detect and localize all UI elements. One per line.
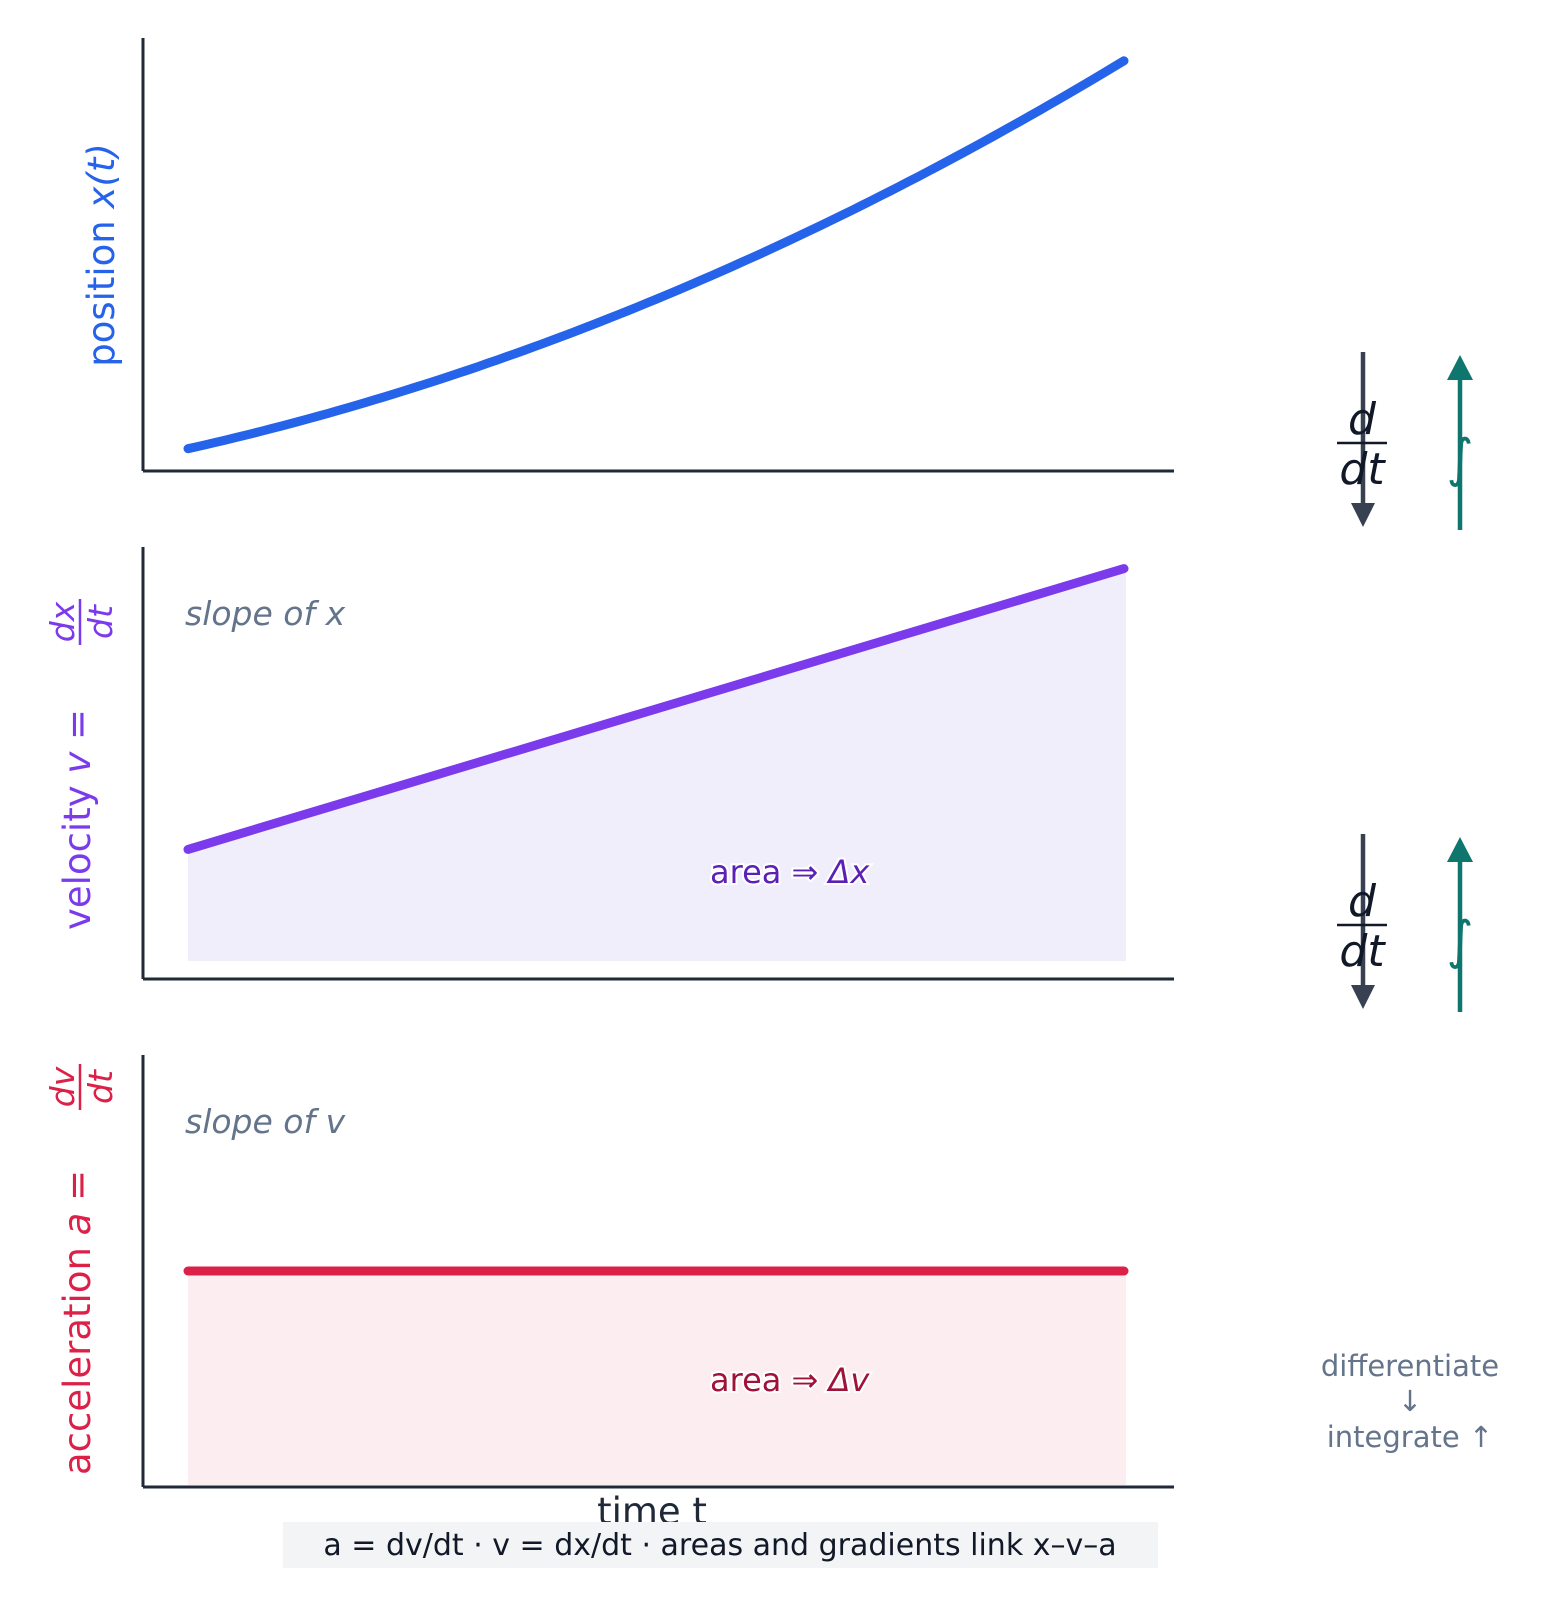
velocity-ylabel-num: dx xyxy=(43,601,82,642)
legend-integrate: integrate ↑ xyxy=(1327,1420,1493,1454)
acceleration-ylabel: acceleration a = dv dt xyxy=(43,1064,120,1475)
acceleration-ylabel-den: dt xyxy=(81,1069,120,1104)
acceleration-panel: slope of v area ⇒ Δv acceleration a = dv… xyxy=(43,1055,1174,1533)
velocity-panel: slope of x area ⇒ Δx velocity v = dx dt xyxy=(43,547,1174,981)
acceleration-ylabel-num: dv xyxy=(43,1066,82,1107)
acceleration-ylabel-main: acceleration a = xyxy=(56,1170,99,1475)
legend-down-arrow: ↓ xyxy=(1398,1384,1422,1418)
velocity-ylabel-var: v = xyxy=(56,709,99,774)
position-ylabel-text: position xyxy=(80,208,123,366)
derivative-operator-den-upper: dt xyxy=(1339,444,1386,495)
operator-legend: differentiate ↓ integrate ↑ xyxy=(1321,1349,1499,1454)
slope-of-v-label: slope of v xyxy=(185,1102,346,1141)
position-panel: position x(t) xyxy=(80,38,1174,473)
velocity-ylabel: velocity v = dx dt xyxy=(43,599,120,930)
velocity-area-fill xyxy=(188,568,1126,961)
differentiate-arrowhead-lower xyxy=(1351,985,1375,1009)
velocity-area-arrow: ⇒ xyxy=(781,853,828,891)
velocity-ylabel-text: velocity xyxy=(56,774,99,930)
operator-group-lower: d dt ∫ xyxy=(1337,834,1474,1012)
acceleration-area-arrow: ⇒ xyxy=(781,1361,828,1399)
slope-of-x-label: slope of x xyxy=(185,594,346,633)
delta-x-label: Δx xyxy=(826,853,871,891)
caption-text: a = dv/dt · v = dx/dt · areas and gradie… xyxy=(323,1528,1116,1563)
velocity-ylabel-main: velocity v = xyxy=(56,709,99,930)
derivative-operator-den-lower: dt xyxy=(1339,926,1386,977)
position-curve xyxy=(183,56,1129,454)
acceleration-area-fill xyxy=(188,1271,1126,1485)
integrate-arrowhead-upper xyxy=(1447,355,1473,380)
position-ylabel-var: x(t) xyxy=(80,143,123,209)
acceleration-ylabel-var: a = xyxy=(56,1170,99,1235)
caption: a = dv/dt · v = dx/dt · areas and gradie… xyxy=(283,1522,1158,1568)
operator-group-upper: d dt ∫ xyxy=(1337,352,1474,530)
acceleration-area-label: area ⇒ Δv xyxy=(710,1361,870,1399)
acceleration-ylabel-text: acceleration xyxy=(56,1235,99,1475)
legend-differentiate: differentiate xyxy=(1321,1349,1499,1383)
integral-sign-lower: ∫ xyxy=(1446,911,1473,971)
derivative-operator-num-upper: d xyxy=(1348,394,1377,445)
velocity-area-label: area ⇒ Δx xyxy=(710,853,870,891)
integral-sign-upper: ∫ xyxy=(1446,429,1473,489)
integrate-arrowhead-lower xyxy=(1447,837,1473,862)
differentiate-arrowhead-upper xyxy=(1351,503,1375,527)
delta-v-label: Δv xyxy=(826,1361,871,1399)
acceleration-area-word: area xyxy=(710,1361,781,1399)
derivative-operator-num-lower: d xyxy=(1348,876,1377,927)
velocity-line xyxy=(183,564,1129,854)
velocity-ylabel-den: dt xyxy=(81,604,120,639)
caption-background xyxy=(283,1522,1158,1568)
velocity-area-word: area xyxy=(710,853,781,891)
position-ylabel: position x(t) xyxy=(80,143,123,367)
